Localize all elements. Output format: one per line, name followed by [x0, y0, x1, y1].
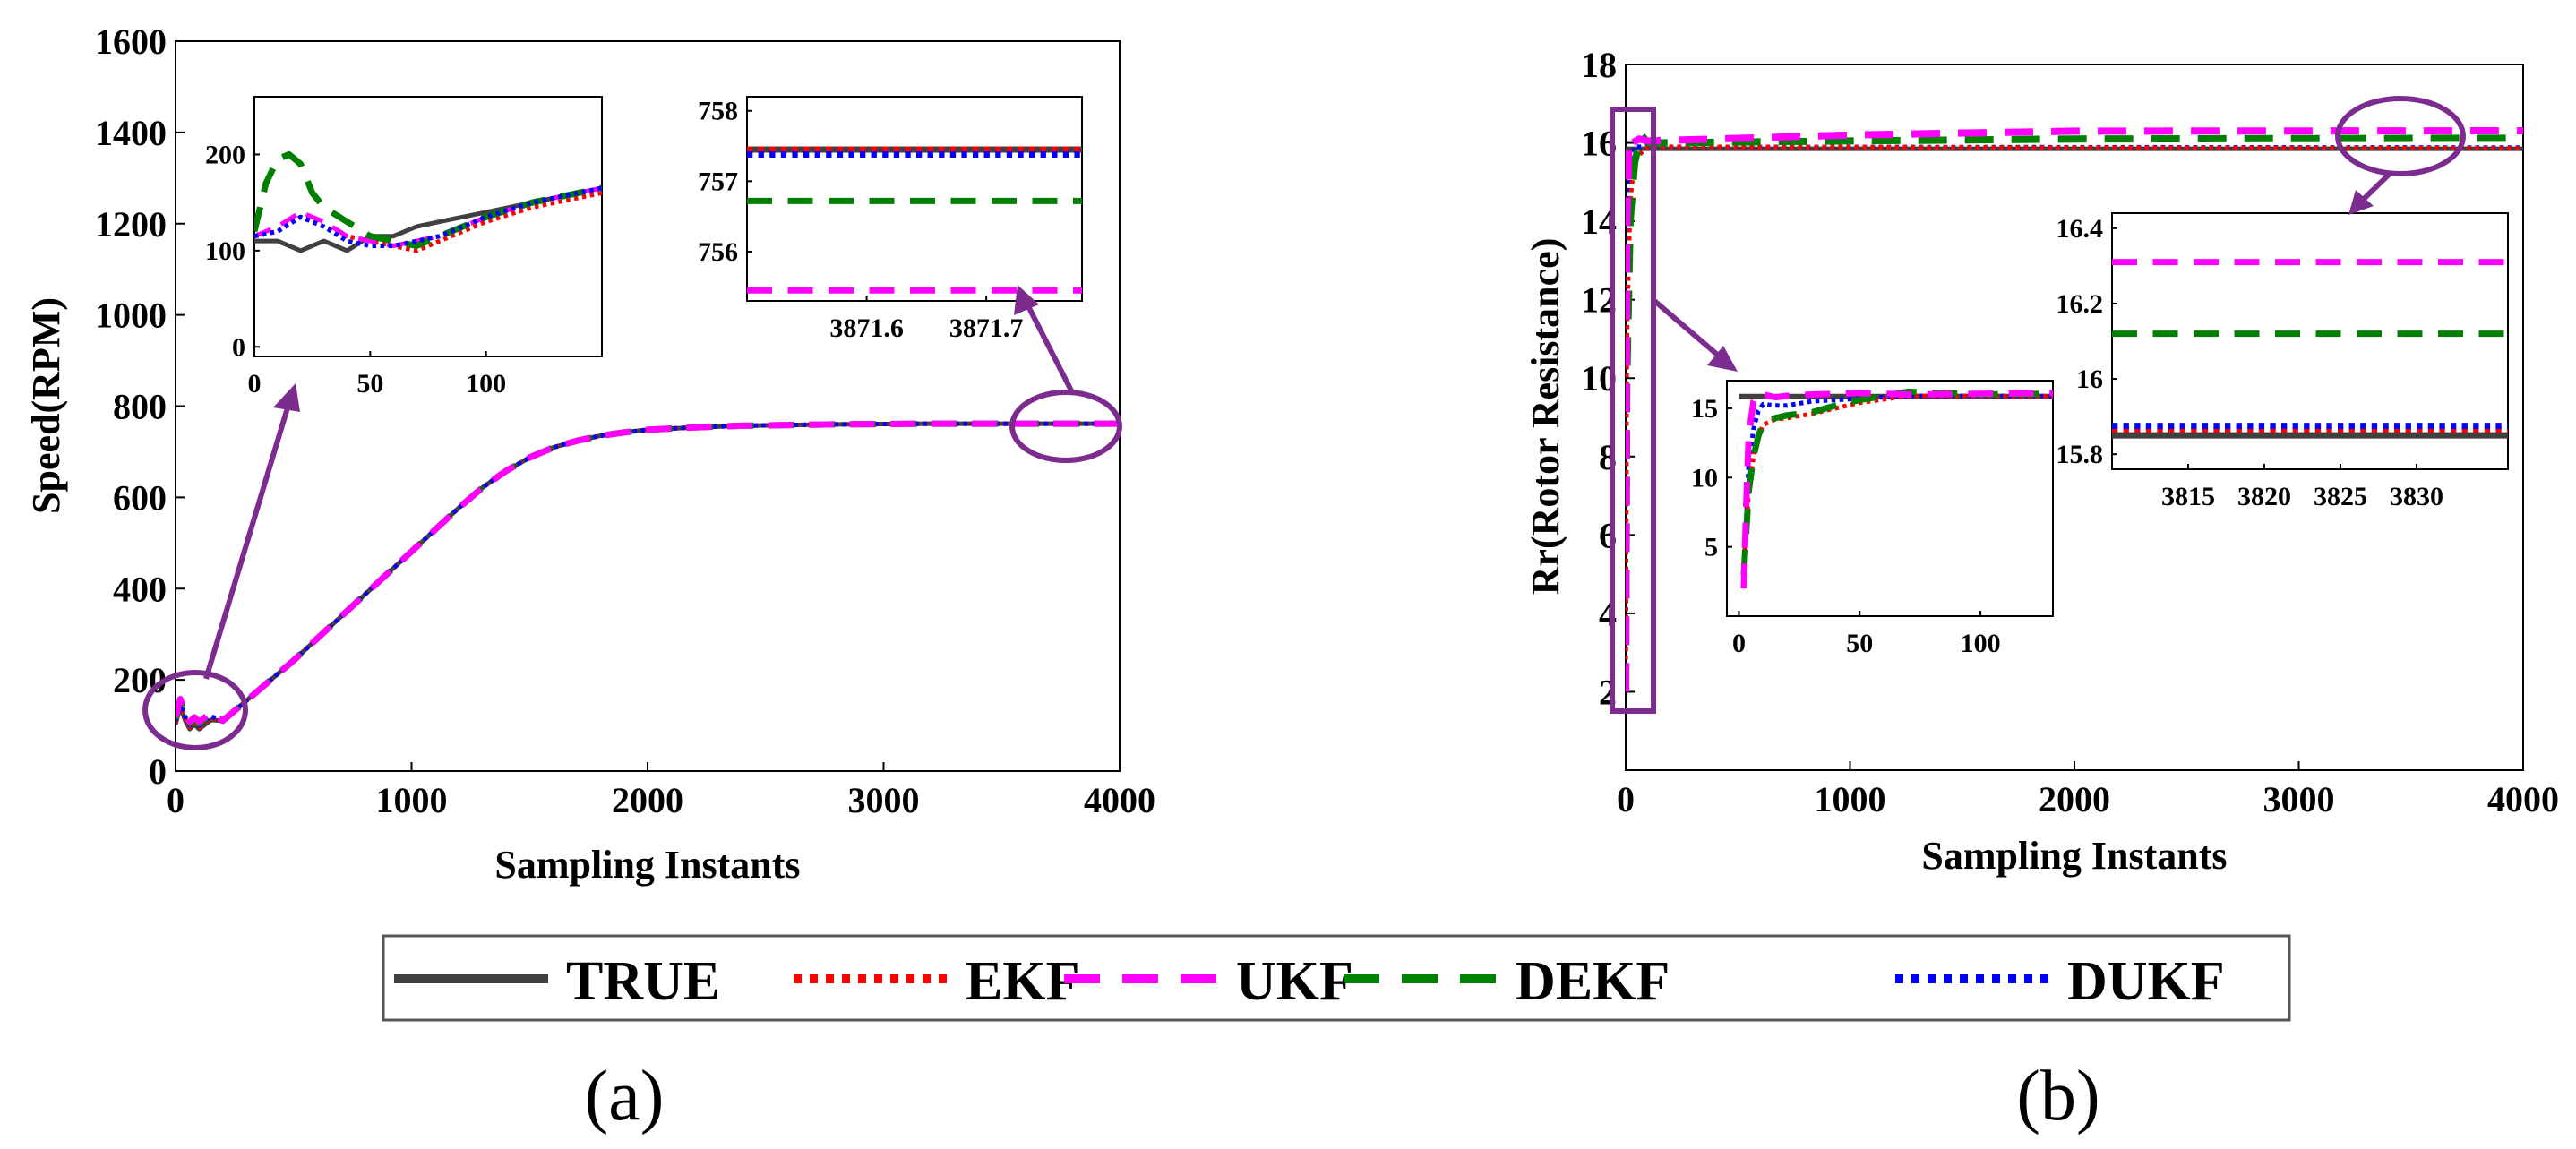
legend-item-true: TRUE: [394, 951, 720, 1012]
y-tick-label: 10: [1691, 463, 1718, 493]
zoom-arrowhead-end: [2348, 190, 2374, 215]
x-tick-label: 4000: [1084, 780, 1155, 820]
x-tick-label: 0: [248, 369, 262, 399]
y-tick-label: 800: [113, 387, 167, 427]
zoom-arrow-start: [1652, 297, 1723, 361]
y-axis-label: Rr(Rotor Resistance): [1524, 238, 1567, 596]
series-line-dukf: [1741, 393, 2053, 575]
legend-label: DUKF: [2067, 951, 2225, 1012]
zoom-rect-start: [1610, 107, 1656, 714]
series-line-dukf: [176, 421, 1120, 728]
zoom-arrow-end: [2358, 171, 2392, 204]
y-tick-label: 758: [698, 97, 738, 126]
inset-frame: [253, 96, 603, 357]
y-tick-label: 200: [113, 660, 167, 700]
x-tick-label: 100: [466, 369, 506, 399]
y-tick-label: 16.4: [2057, 214, 2104, 244]
y-tick-label: 1200: [95, 204, 167, 244]
y-tick-label: 0: [149, 751, 167, 792]
x-tick-label: 3815: [2161, 482, 2215, 511]
speed-chart: 0 1000 2000 3000 400002004006008001000120014…: [24, 21, 1155, 887]
y-tick-label: 16: [2076, 364, 2103, 394]
x-tick-label: 3000: [848, 780, 920, 820]
legend-label: DEKF: [1516, 951, 1670, 1012]
y-tick-label: 16.2: [2057, 289, 2104, 319]
x-tick-label: 0: [167, 780, 185, 820]
legend-label: UKF: [1236, 951, 1353, 1012]
x-tick-label: 2000: [2039, 779, 2110, 819]
y-tick-label: 15.8: [2057, 440, 2104, 469]
x-tick-label: 4000: [2487, 779, 2559, 819]
legend-item-ekf: EKF: [794, 951, 1079, 1012]
x-tick-label: 100: [1961, 629, 2001, 658]
x-tick-label: 3820: [2237, 482, 2291, 511]
y-axis-label: Speed(RPM): [24, 297, 68, 514]
y-tick-label: 15: [1691, 394, 1718, 424]
inset-start-zoom: 0 50 100 5 10 15: [1691, 380, 2054, 658]
zoom-arrowhead-end: [1014, 285, 1039, 315]
series-line-ukf: [1740, 390, 2053, 589]
legend-item-ukf: UKF: [1064, 951, 1353, 1012]
zoom-ellipse-end: [2335, 96, 2466, 176]
x-tick-label: 3000: [2263, 779, 2335, 819]
panel-label-b: (b): [2016, 1057, 2099, 1136]
x-tick-label: 3871.6: [829, 313, 904, 343]
x-tick-label: 1000: [376, 780, 448, 820]
legend: TRUE EKF UKF DEKF DUKF: [382, 934, 2291, 1022]
inset-end-zoom: 3815 3820 3825 3830 15.8 16 16.2 16.4: [2057, 212, 2509, 511]
legend-item-dukf: DUKF: [1895, 951, 2225, 1012]
series-line-dukf: [254, 185, 602, 248]
zoom-arrow-end: [1023, 299, 1076, 396]
x-tick-label: 0: [1617, 779, 1635, 819]
x-tick-label: 1000: [1815, 779, 1886, 819]
x-tick-label: 0: [1732, 629, 1746, 658]
zoom-arrow-start: [203, 404, 291, 680]
series-line-ukf: [1626, 127, 2523, 692]
y-tick-label: 756: [698, 237, 738, 267]
x-tick-label: 3871.7: [949, 313, 1024, 343]
y-tick-label: 5: [1704, 533, 1718, 562]
zoom-ellipse-end: [1009, 390, 1122, 463]
inset-start-zoom: 0 50 100 0 100 200: [205, 96, 603, 399]
x-tick-label: 3825: [2314, 482, 2367, 511]
y-tick-label: 200: [205, 140, 245, 169]
zoom-arrowhead-start: [1707, 346, 1738, 372]
legend-label: TRUE: [566, 951, 720, 1012]
x-axis-label: Sampling Instants: [494, 843, 800, 887]
y-tick-label: 400: [113, 569, 167, 609]
y-tick-label: 0: [232, 332, 245, 362]
y-tick-label: 757: [698, 167, 738, 196]
legend-label: EKF: [966, 951, 1079, 1012]
panel-label-a: (a): [585, 1057, 665, 1136]
zoom-arrowhead-start: [273, 383, 300, 412]
y-tick-label: 1600: [95, 21, 167, 62]
x-tick-label: 3830: [2390, 482, 2443, 511]
y-tick-label: 600: [113, 477, 167, 518]
x-tick-label: 2000: [612, 780, 683, 820]
series-line-ukf: [176, 420, 1120, 725]
y-tick-label: 18: [1581, 45, 1617, 85]
legend-item-dekf: DEKF: [1344, 951, 1670, 1012]
x-tick-label: 50: [356, 369, 383, 399]
y-tick-label: 1400: [95, 113, 167, 153]
x-tick-label: 50: [1846, 629, 1873, 658]
inset-end-zoom: 3871.6 3871.7 756 757 758: [698, 96, 1083, 343]
x-axis-label: Sampling Instants: [1921, 834, 2227, 878]
y-tick-label: 1000: [95, 296, 167, 336]
series-line-dekf: [254, 150, 602, 249]
zoom-ellipse-start: [142, 670, 248, 750]
y-tick-label: 100: [205, 236, 245, 266]
